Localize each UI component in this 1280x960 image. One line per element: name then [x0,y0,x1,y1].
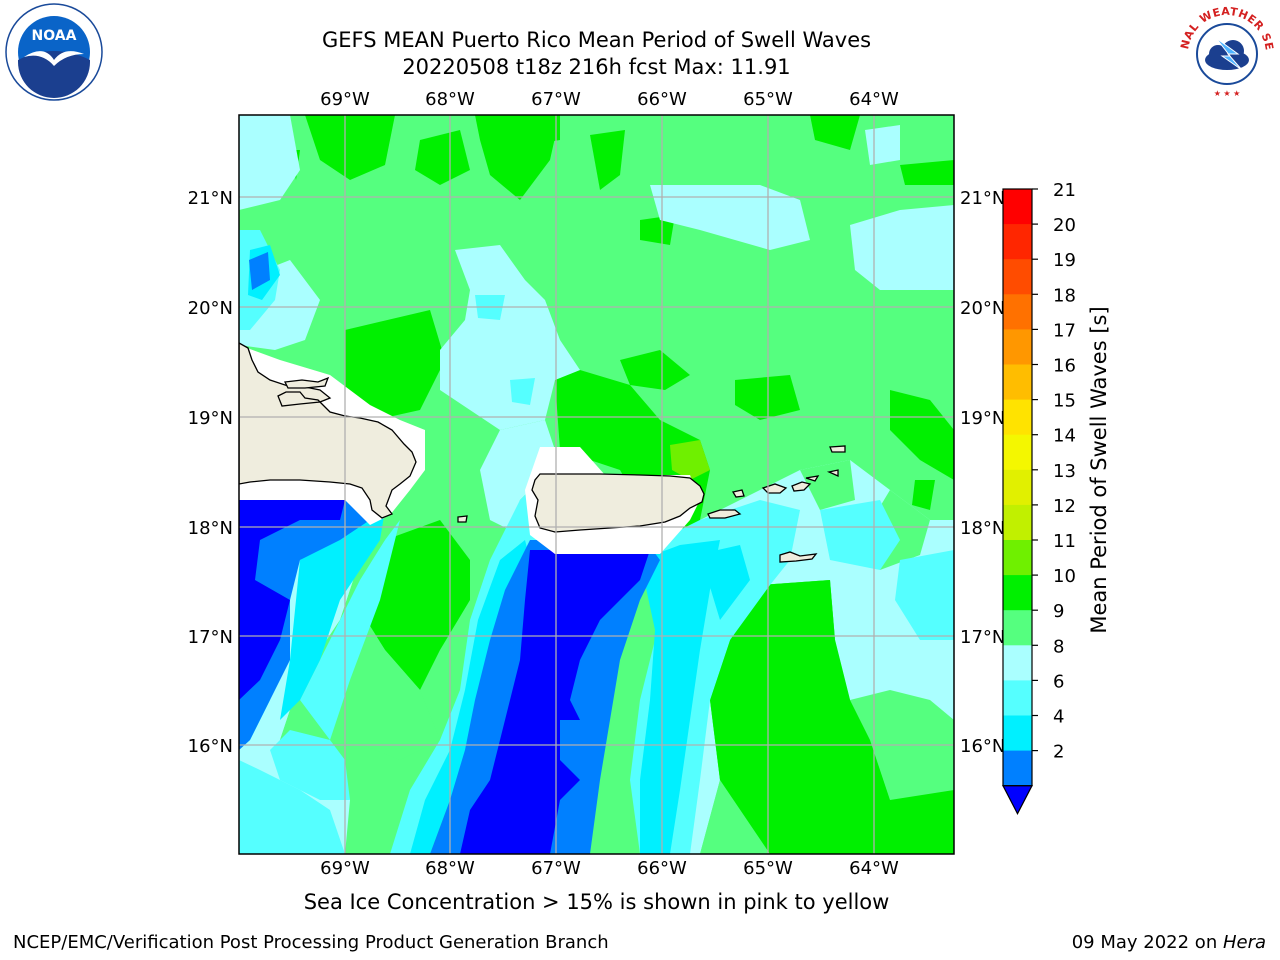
map-frame [238,114,955,855]
colorbar-tick-label: 6 [1053,671,1064,692]
lat-label: 20°N [188,298,233,319]
lat-label: 21°N [960,188,1005,209]
colorbar-tick-label: 14 [1053,426,1076,447]
colorbar-tick-label: 17 [1053,320,1076,341]
lat-label: 19°N [960,408,1005,429]
lat-label: 17°N [188,627,233,648]
lon-label: 68°W [425,858,475,879]
lat-label: 19°N [188,408,233,429]
lon-label: 64°W [849,89,899,110]
colorbar-tick-label: 4 [1053,707,1064,728]
colorbar-segment [1003,540,1032,576]
colorbar-tick-label: 11 [1053,531,1076,552]
footer-credit: NCEP/EMC/Verification Post Processing Pr… [13,932,609,953]
colorbar-tick-label: 18 [1053,285,1076,306]
svg-text:★ ★ ★: ★ ★ ★ [1214,89,1241,98]
lat-label: 18°N [188,518,233,539]
colorbar-label: Mean Period of Swell Waves [s] [1087,306,1111,633]
colorbar-segment [1003,294,1032,330]
colorbar-tick-label: 20 [1053,215,1076,236]
map-subtitle: 20220508 t18z 216h fcst Max: 11.91 [402,55,791,79]
map-title: GEFS MEAN Puerto Rico Mean Period of Swe… [321,28,872,52]
lon-label: 66°W [637,89,687,110]
colorbar: 21 20 19 18 17 16 15 14 13 12 11 10 9 8 6 4 2 [1002,180,1076,816]
colorbar-tick-label: 13 [1053,461,1076,482]
colorbar-tick-label: 21 [1053,180,1076,201]
lon-label: 68°W [425,89,475,110]
colorbar-tick-label: 12 [1053,496,1076,517]
lat-label: 18°N [960,518,1005,539]
lon-label: 67°W [531,89,581,110]
colorbar-tick-label: 9 [1053,601,1064,622]
colorbar-segment [1003,189,1032,225]
contour-field [239,115,954,854]
colorbar-tick-label: 2 [1053,742,1064,763]
footer-date: 09 May 2022 on Hera [1072,932,1266,953]
colorbar-tick-label: 10 [1053,566,1076,587]
lon-label: 66°W [637,858,687,879]
nws-logo-icon: NATIONAL WEATHER SERVICE ★ ★ ★ [1178,4,1275,98]
lon-label: 64°W [849,858,899,879]
footer-date-text: 09 May 2022 on [1071,932,1223,953]
lat-label: 17°N [960,627,1005,648]
colorbar-segment [1003,610,1032,646]
colorbar-segment [1003,469,1032,506]
sea-ice-caption: Sea Ice Concentration > 15% is shown in … [303,890,890,914]
colorbar-tick-label: 19 [1053,250,1076,271]
colorbar-segment [1003,224,1032,260]
lat-labels-left: 21°N 20°N 19°N 18°N 17°N 16°N [188,188,233,757]
colorbar-segment [1003,750,1032,787]
map-grid [239,115,954,854]
lat-label: 16°N [188,736,233,757]
lon-label: 67°W [531,858,581,879]
colorbar-tick-label: 15 [1053,391,1076,412]
colorbar-segment [1003,329,1032,365]
noaa-logo-text: NOAA [32,28,77,44]
noaa-logo-icon: NOAA [5,3,103,101]
lon-label: 69°W [320,89,370,110]
colorbar-segment [1003,259,1032,295]
colorbar-frame [1002,188,1033,787]
lon-label: 69°W [320,858,370,879]
lon-labels-top: 69°W 68°W 67°W 66°W 65°W 64°W [320,89,899,110]
colorbar-extend-min [1002,785,1033,816]
land-mass [239,342,846,563]
lon-labels-bottom: 69°W 68°W 67°W 66°W 65°W 64°W [320,858,899,879]
colorbar-segment [1003,645,1032,681]
lat-label: 20°N [960,298,1005,319]
footer-host: Hera [1222,932,1266,953]
colorbar-segment [1003,364,1032,401]
colorbar-segment [1003,715,1032,752]
colorbar-segment [1003,504,1032,541]
lat-label: 16°N [960,736,1005,757]
lat-labels-right: 21°N 20°N 19°N 18°N 17°N 16°N [960,188,1005,757]
colorbar-segment [1003,680,1032,716]
colorbar-tick-label: 16 [1053,356,1076,377]
colorbar-segment [1003,399,1032,436]
lon-label: 65°W [743,89,793,110]
lon-label: 65°W [743,858,793,879]
lat-label: 21°N [188,188,233,209]
colorbar-segment [1003,575,1032,611]
colorbar-segment [1003,434,1032,471]
colorbar-tick-label: 8 [1053,636,1064,657]
